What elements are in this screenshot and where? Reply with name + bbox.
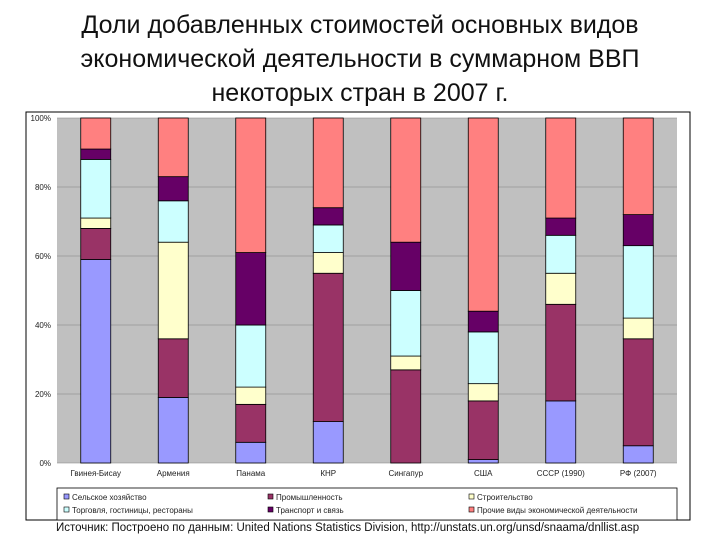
bar-segment (545, 117, 577, 219)
bar-segment (390, 355, 422, 371)
y-tick-label: 0% (39, 459, 51, 468)
bar-segment (157, 397, 189, 464)
legend-label: Прочие виды экономической деятельности (477, 506, 638, 515)
bar-segment (80, 259, 112, 464)
bar-segment (467, 310, 499, 333)
bar-segment (157, 241, 189, 340)
bar-segment (545, 303, 577, 402)
bar-segment (390, 241, 422, 291)
y-tick-label: 40% (35, 321, 51, 330)
legend-label: Сельское хозяйство (72, 493, 147, 502)
bar-segment (312, 207, 344, 226)
y-tick-label: 20% (35, 390, 51, 399)
bar-segment (80, 148, 112, 160)
bar-segment (545, 234, 577, 274)
x-category-label: СССР (1990) (537, 469, 585, 478)
legend-swatch (267, 506, 274, 513)
title-line-2: экономической деятельности в суммарном В… (80, 45, 640, 73)
x-category-label: США (474, 469, 493, 478)
bar-segment (467, 331, 499, 385)
bar-segment (545, 217, 577, 236)
x-category-label: КНР (320, 469, 336, 478)
legend-swatch (468, 493, 475, 500)
bar-segment (80, 217, 112, 229)
bar-segment (467, 117, 499, 312)
bar-segment (622, 214, 654, 247)
bar-segment (157, 117, 189, 178)
bar-segment (545, 272, 577, 305)
legend-label: Промышленность (276, 493, 343, 502)
bar-segment (80, 117, 112, 150)
bar-segment (390, 369, 422, 464)
bar-segment (80, 158, 112, 219)
bar-segment (390, 117, 422, 243)
y-tick-label: 60% (35, 252, 51, 261)
x-category-label: РФ (2007) (620, 469, 657, 478)
x-axis-categories: Гвинея-Бисау Армения Панама КНР Сингапур США С… (70, 469, 656, 478)
source-note: Источник: Построено по данным: United Na… (56, 522, 640, 534)
bar-segment (235, 252, 267, 326)
bar-segment (622, 445, 654, 464)
x-category-label: Сингапур (388, 469, 423, 478)
bar-segment (312, 252, 344, 274)
bar-segment (312, 117, 344, 209)
bar-segment (467, 400, 499, 460)
legend: Сельское хозяйство Промышленность Строител… (63, 493, 638, 515)
legend-box (56, 487, 678, 521)
bar-segment (312, 224, 344, 253)
legend-label: Торговля, гостиницы, рестораны (72, 506, 193, 515)
bar-segment (157, 200, 189, 243)
x-category-label: Гвинея-Бисау (70, 469, 121, 478)
legend-swatch (468, 506, 475, 513)
x-category-label: Панама (236, 469, 266, 478)
bar-segment (157, 176, 189, 202)
legend-label: Строительство (477, 493, 533, 502)
bar-segment (235, 403, 267, 443)
legend-swatch (267, 493, 274, 500)
x-category-label: Армения (157, 469, 190, 478)
bar-segment (157, 338, 189, 398)
bar-segment (622, 317, 654, 340)
legend-swatch (63, 493, 70, 500)
chart-title: Доли добавленных стоимостей основных вид… (0, 8, 720, 110)
bar-segment (80, 227, 112, 260)
bar-segment (312, 272, 344, 423)
bar-segment (467, 383, 499, 402)
title-line-1: Доли добавленных стоимостей основных вид… (81, 11, 639, 39)
bar-segment (235, 386, 267, 405)
bar-segment (390, 290, 422, 357)
y-axis-ticks: 0% 20% 40% 60% 80% 100% (31, 114, 51, 468)
legend-swatch (63, 506, 70, 513)
bar-segment (235, 441, 267, 464)
bar-segment (622, 338, 654, 447)
bar-segment (235, 324, 267, 388)
title-line-3: некоторых стран в 2007 г. (211, 79, 509, 107)
bar-segment (467, 459, 499, 464)
bars (80, 117, 654, 464)
legend-label: Транспорт и связь (276, 506, 344, 515)
y-tick-label: 80% (35, 183, 51, 192)
bar-segment (622, 245, 654, 319)
y-tick-label: 100% (31, 114, 51, 123)
bar-segment (545, 400, 577, 464)
bar-segment (235, 117, 267, 253)
bar-segment (312, 421, 344, 464)
plot-area (57, 118, 677, 463)
bar-segment (622, 117, 654, 215)
